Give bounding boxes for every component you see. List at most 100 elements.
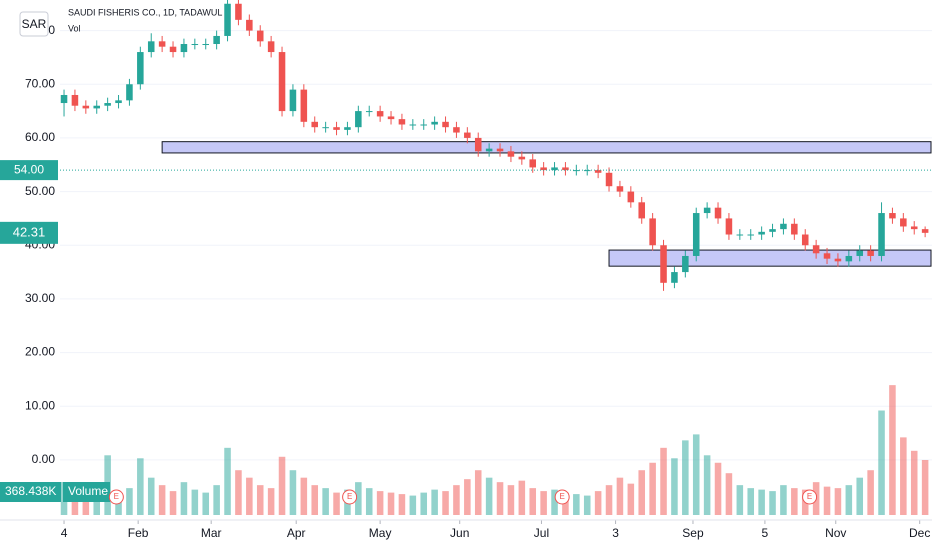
volume-bar bbox=[256, 485, 264, 515]
volume-bar bbox=[158, 485, 166, 515]
volume-bar bbox=[442, 491, 449, 515]
candle-body bbox=[649, 218, 656, 246]
volume-bar bbox=[474, 470, 482, 515]
y-tick-label: 20.00 bbox=[25, 345, 55, 359]
candle-body bbox=[878, 213, 885, 256]
candle-body bbox=[202, 44, 210, 46]
event-marker bbox=[342, 489, 358, 505]
volume-bar bbox=[540, 491, 547, 515]
volume-bar bbox=[856, 477, 864, 515]
volume-bar bbox=[126, 488, 133, 515]
volume-bar bbox=[191, 489, 199, 515]
volume-bar bbox=[594, 491, 602, 515]
y-tick-label: 60.00 bbox=[25, 130, 55, 144]
volume-bar bbox=[453, 485, 460, 515]
event-label: E bbox=[559, 492, 564, 501]
volume-bar bbox=[431, 489, 438, 515]
candle-body bbox=[213, 35, 220, 45]
x-tick-label: Mar bbox=[201, 526, 222, 540]
volume-bar bbox=[398, 494, 406, 515]
candle-body bbox=[605, 172, 613, 187]
candle-body bbox=[714, 207, 722, 219]
volume-bar bbox=[289, 470, 297, 515]
candle-body bbox=[856, 250, 864, 256]
candle-body bbox=[82, 105, 90, 109]
y-tick-label: 50.00 bbox=[25, 184, 55, 198]
volume-bar bbox=[627, 483, 635, 515]
candle-body bbox=[60, 94, 68, 104]
event-marker bbox=[802, 489, 818, 505]
candle-body bbox=[104, 103, 111, 106]
volume-bar bbox=[725, 473, 733, 515]
candle-body bbox=[660, 245, 667, 283]
candle-body bbox=[464, 132, 471, 138]
candle-body bbox=[910, 226, 918, 230]
x-tick-label: Dec bbox=[909, 526, 930, 540]
volume-bar bbox=[169, 491, 177, 515]
candle-body bbox=[137, 52, 144, 85]
volume-bar bbox=[583, 495, 591, 515]
candle-body bbox=[474, 137, 482, 152]
volume-bar bbox=[682, 440, 689, 515]
volume-bar bbox=[311, 485, 319, 515]
candle-body bbox=[769, 229, 776, 232]
candle-body bbox=[551, 167, 558, 171]
x-tick-label: 3 bbox=[612, 526, 619, 540]
volume-bar bbox=[82, 498, 90, 515]
volume-bar bbox=[551, 489, 558, 515]
price-label-box bbox=[0, 160, 58, 181]
volume-bar bbox=[747, 488, 755, 515]
volume-bar bbox=[616, 477, 624, 515]
candle-body bbox=[594, 170, 602, 173]
candle-body bbox=[115, 100, 122, 104]
candle-body bbox=[267, 41, 275, 53]
volume-bar bbox=[518, 480, 526, 515]
candle-body bbox=[235, 3, 242, 20]
candle-body bbox=[725, 218, 733, 235]
event-label: E bbox=[807, 492, 812, 501]
volume-bar bbox=[300, 477, 308, 515]
candle-body bbox=[71, 94, 79, 106]
candle-body bbox=[420, 124, 428, 126]
candle-body bbox=[311, 121, 319, 128]
candle-body bbox=[278, 52, 286, 112]
volume-bar bbox=[823, 486, 831, 515]
candle-body bbox=[224, 3, 231, 36]
candle-body bbox=[333, 127, 340, 130]
candle-body bbox=[867, 250, 874, 256]
volume-bar bbox=[867, 470, 874, 515]
candle-body bbox=[845, 255, 853, 262]
zone bbox=[608, 249, 932, 267]
candle-body bbox=[889, 213, 896, 219]
candle-body bbox=[638, 202, 646, 219]
volume-bar bbox=[180, 482, 188, 515]
candle-body bbox=[191, 44, 199, 46]
volume-bar bbox=[529, 488, 537, 515]
volume-bar bbox=[638, 470, 646, 515]
candle-body bbox=[791, 223, 798, 235]
x-tick-label: Jun bbox=[450, 526, 469, 540]
price-label: 54.00 bbox=[14, 162, 44, 176]
currency-box bbox=[19, 11, 49, 37]
event-marker bbox=[108, 489, 124, 505]
event-label: E bbox=[347, 492, 352, 501]
candle-body bbox=[442, 121, 449, 128]
x-tick-label: Feb bbox=[128, 526, 149, 540]
volume-bar bbox=[900, 437, 907, 515]
candle-body bbox=[147, 41, 155, 53]
volume-bar bbox=[71, 497, 79, 515]
candle-body bbox=[758, 231, 765, 235]
x-tick-label: May bbox=[369, 526, 392, 540]
volume-bar bbox=[496, 482, 504, 515]
volume-bar bbox=[649, 462, 656, 515]
volume-bar bbox=[921, 460, 929, 515]
event-marker bbox=[554, 489, 570, 505]
candle-body bbox=[518, 156, 526, 160]
candle-body bbox=[627, 191, 635, 203]
volume-bar bbox=[267, 488, 275, 515]
candle-body bbox=[736, 234, 744, 236]
volume-bar bbox=[605, 485, 613, 515]
candle-body bbox=[703, 207, 711, 214]
volume-bar bbox=[322, 488, 329, 515]
